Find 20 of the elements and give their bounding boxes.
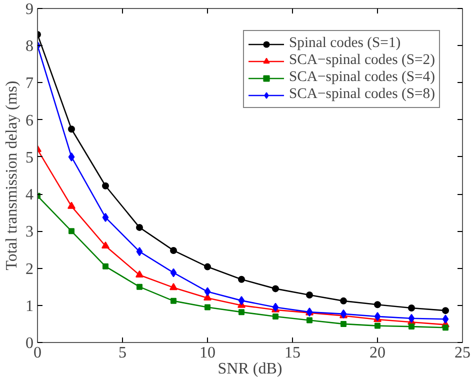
legend-label: SCA−spinal codes (S=2) <box>289 52 435 69</box>
x-tick-label: 20 <box>370 344 386 362</box>
y-tick-label: 2 <box>26 260 34 278</box>
legend-label: Spinal codes (S=1) <box>289 35 401 52</box>
y-tick-label: 9 <box>26 1 34 18</box>
x-tick-label: 25 <box>454 344 470 362</box>
y-axis-title: Total transmission delay (ms) <box>4 80 20 270</box>
y-tick-label: 7 <box>26 75 34 92</box>
x-tick-label: 10 <box>200 344 216 362</box>
legend-label: SCA−spinal codes (S=8) <box>289 86 435 103</box>
y-tick-label: 4 <box>26 186 34 204</box>
y-tick-label: 6 <box>26 112 34 130</box>
y-tick-label: 8 <box>26 38 34 56</box>
legend-label: SCA−spinal codes (S=4) <box>289 69 435 86</box>
x-tick-label: 5 <box>118 344 126 362</box>
y-tick-label: 3 <box>26 224 34 241</box>
x-tick-label: 15 <box>284 344 300 362</box>
y-tick-label: 1 <box>26 298 34 315</box>
y-tick-label: 5 <box>26 149 34 166</box>
x-axis-title: SNR (dB) <box>218 360 282 378</box>
